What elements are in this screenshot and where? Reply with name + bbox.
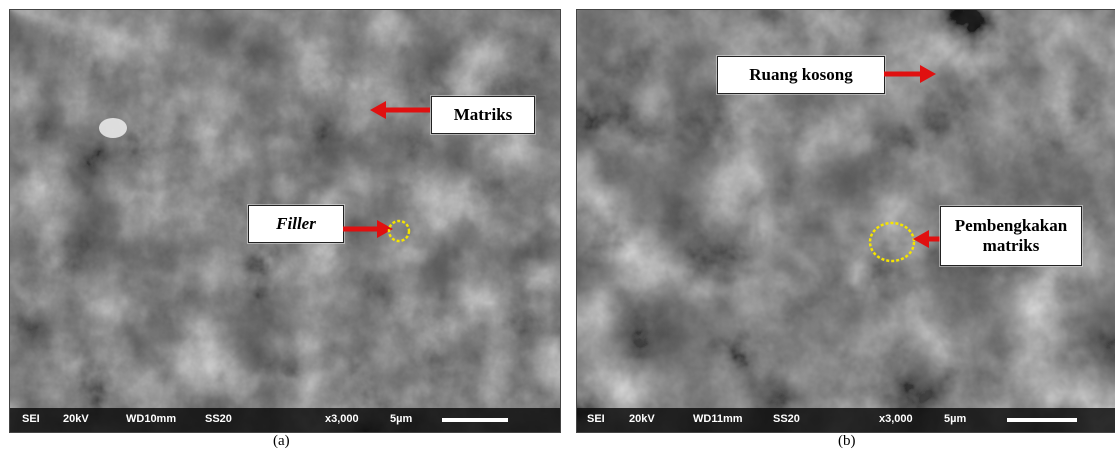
- sem-magnification: x3,000: [879, 413, 913, 425]
- sem-mode: SEI: [587, 413, 605, 425]
- sem-scale-bar: [1007, 418, 1077, 422]
- sem-spot-size: SS20: [205, 413, 232, 425]
- sem-scale-bar: [442, 418, 508, 422]
- label-swelling-line2: matriks: [982, 236, 1040, 255]
- sem-image-panel-a: Matriks Filler SEI 20kV WD10mm SS20 x3,0…: [9, 9, 561, 433]
- sem-scale-value: 5µm: [944, 413, 967, 425]
- label-matriks: Matriks: [431, 96, 535, 134]
- sem-image-panel-b: Ruang kosong Pembengkakan matriks SEI 20…: [576, 9, 1115, 433]
- sem-magnification: x3,000: [325, 413, 359, 425]
- sem-info-bar-a: SEI 20kV WD10mm SS20 x3,000 5µm: [10, 408, 560, 432]
- sem-voltage: 20kV: [63, 413, 89, 425]
- sem-working-distance: WD10mm: [126, 413, 177, 425]
- sem-working-distance: WD11mm: [693, 413, 743, 425]
- sem-voltage: 20kV: [629, 413, 655, 425]
- sem-info-bar-b: SEI 20kV WD11mm SS20 x3,000 5µm: [577, 408, 1115, 432]
- label-ruang-kosong: Ruang kosong: [717, 56, 885, 94]
- label-swelling-line1: Pembengkakan: [954, 216, 1068, 236]
- caption-b: (b): [838, 433, 856, 449]
- sem-scale-value: 5µm: [390, 413, 413, 425]
- sem-mode: SEI: [22, 413, 40, 425]
- caption-a: (a): [273, 433, 290, 449]
- sem-spot-size: SS20: [773, 413, 800, 425]
- label-filler: Filler: [248, 205, 344, 243]
- label-pembengkakan-matriks: Pembengkakan matriks: [940, 206, 1082, 266]
